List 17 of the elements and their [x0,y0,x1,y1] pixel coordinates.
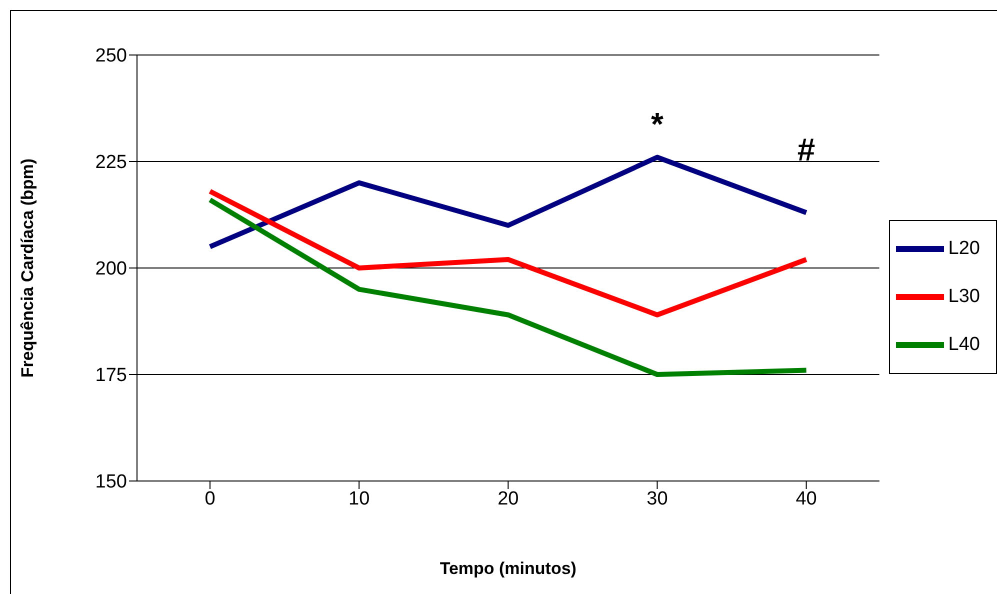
legend-label: L20 [948,238,980,260]
x-tick-label: 0 [204,488,216,510]
y-axis-title: Frequência Cardíaca (bpm) [18,158,38,378]
legend-label: L40 [948,334,980,356]
annotation: # [797,132,816,168]
y-tick-label: 250 [95,46,127,67]
y-tick-label: 200 [95,258,127,280]
annotation: * [650,106,664,142]
x-tick-label: 20 [498,488,519,510]
legend-label: L30 [948,286,980,308]
y-tick-label: 150 [95,472,127,493]
x-axis-title: Tempo (minutos) [440,559,576,578]
x-tick-label: 40 [796,488,817,510]
x-tick-label: 30 [646,488,668,510]
y-tick-label: 175 [95,365,127,386]
y-tick-label: 225 [95,152,127,174]
x-tick-label: 10 [348,488,370,510]
